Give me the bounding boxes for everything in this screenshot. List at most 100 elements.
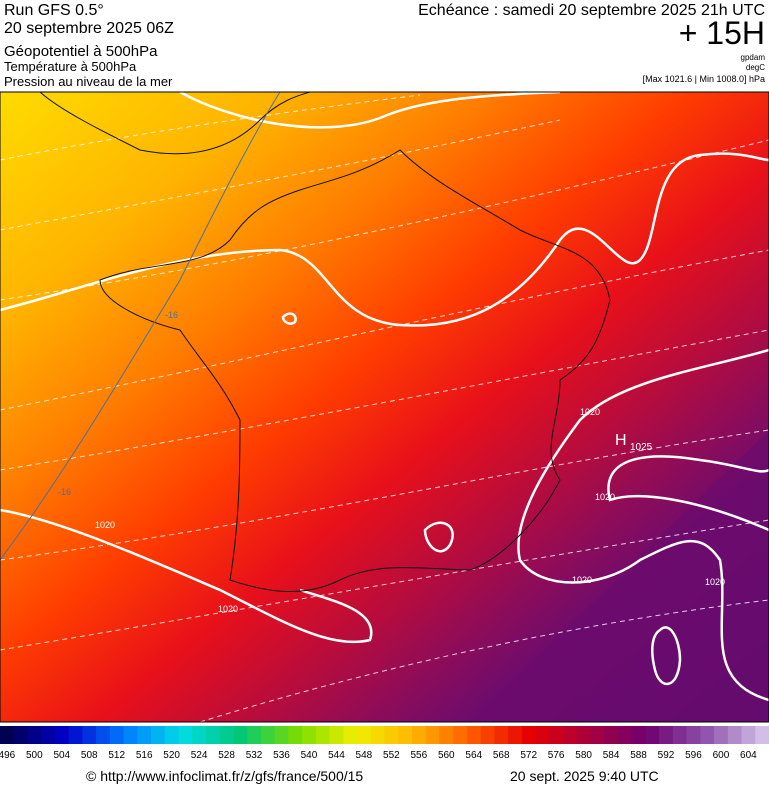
colorbar-swatch [631, 726, 646, 744]
colorbar-label: 548 [356, 750, 373, 761]
lead-time: + 15H [679, 15, 765, 51]
geopotential-lines [0, 94, 769, 722]
footer-date: 20 sept. 2025 9:40 UTC [510, 768, 659, 784]
colorbar-swatch [343, 726, 358, 744]
colorbar-label: 512 [108, 750, 125, 761]
colorbar: 496 500 504 508 512 516 520 524 528 532 536 540 544 5… [0, 726, 769, 761]
coastline [99, 149, 611, 592]
colorbar-swatch [439, 726, 454, 744]
colorbar-swatch [82, 726, 97, 744]
colorbar-swatch [645, 726, 660, 744]
isobars [0, 92, 769, 702]
colorbar-label: 600 [713, 750, 730, 761]
colorbar-swatch [466, 726, 482, 744]
colorbar-label: 552 [383, 750, 400, 761]
colorbar-label: 596 [685, 750, 702, 761]
colorbar-label: 520 [163, 750, 180, 761]
colorbar-swatch [411, 726, 427, 744]
colorbar-swatch [659, 726, 674, 744]
colorbar-swatch [137, 726, 152, 744]
colorbar-swatch [370, 726, 385, 744]
colorbar-swatch [68, 726, 83, 744]
colorbar-swatch [315, 726, 331, 744]
colorbar-swatch [357, 726, 372, 744]
isobar-label: 1020 [218, 604, 238, 614]
colorbar-label: 540 [301, 750, 318, 761]
echeance: Echéance : samedi 20 septembre 2025 21h … [418, 2, 765, 19]
colorbar-swatch [178, 726, 193, 744]
colorbar-swatch [41, 726, 56, 744]
map-frame [0, 91, 769, 723]
colorbar-swatch [247, 726, 262, 744]
colorbar-swatch [205, 726, 221, 744]
colorbar-swatch [604, 726, 619, 744]
colorbar-swatch [686, 726, 701, 744]
colorbar-swatch [219, 726, 234, 744]
colorbar-swatch [672, 726, 688, 744]
colorbar-swatch [329, 726, 344, 744]
colorbar-label: 564 [465, 750, 482, 761]
colorbar-label: 496 [0, 750, 16, 761]
colorbar-swatch [425, 726, 440, 744]
isotherm-label: -16 [165, 310, 178, 320]
pressure-range: [Max 1021.6 | Min 1008.0] hPa [643, 74, 765, 84]
colorbar-label: 528 [218, 750, 235, 761]
isobar-label: 1020 [595, 492, 615, 502]
colorbar-swatch [302, 726, 317, 744]
colorbar-label: 572 [520, 750, 537, 761]
colorbar-label: 500 [26, 750, 43, 761]
colorbar-swatch [727, 726, 743, 744]
colorbar-swatch [549, 726, 564, 744]
isobar-label: 1020 [580, 407, 600, 417]
colorbar-label: 568 [493, 750, 510, 761]
field: Température à 500hPa [4, 59, 137, 74]
colorbar-swatch [508, 726, 523, 744]
colorbar-swatch [494, 726, 509, 744]
colorbar-label: 560 [438, 750, 455, 761]
colorbar-swatch [384, 726, 399, 744]
colorbar-swatch [27, 726, 42, 744]
colorbar-swatch [54, 726, 70, 744]
high-marker: H [615, 432, 627, 449]
unit: degC [746, 63, 765, 72]
colorbar-swatch [123, 726, 138, 744]
colorbar-swatch [260, 726, 276, 744]
colorbar-label: 576 [548, 750, 565, 761]
colorbar-swatch [521, 726, 537, 744]
run: Run GFS 0.5° [4, 2, 104, 19]
field: Géopotentiel à 500hPa [4, 43, 158, 60]
high-value: 1025 [630, 442, 653, 453]
colorbar-swatch [755, 726, 769, 744]
colorbar-swatch [164, 726, 180, 744]
colorbar-label: 604 [740, 750, 757, 761]
colorbar-label: 508 [81, 750, 98, 761]
colorbar-swatch [700, 726, 715, 744]
colorbar-swatch [109, 726, 125, 744]
isotherm [0, 92, 281, 561]
isotherm-label: -16 [58, 487, 71, 497]
colorbar-label: 544 [328, 750, 345, 761]
colorbar-swatch [274, 726, 289, 744]
uk-coast [39, 92, 311, 155]
colorbar-label: 524 [191, 750, 208, 761]
isobar-label: 1020 [572, 575, 592, 585]
colorbar-swatch [288, 726, 303, 744]
run-date: 20 septembre 2025 06Z [4, 20, 174, 37]
colorbar-label: 536 [273, 750, 290, 761]
colorbar-swatch [576, 726, 591, 744]
colorbar-swatch [535, 726, 550, 744]
colorbar-swatch [714, 726, 729, 744]
colorbar-swatch [192, 726, 207, 744]
colorbar-label: 588 [630, 750, 647, 761]
field: Pression au niveau de la mer [4, 74, 173, 89]
colorbar-swatch [0, 726, 15, 744]
colorbar-label: 584 [603, 750, 620, 761]
colorbar-swatch [617, 726, 633, 744]
colorbar-label: 516 [136, 750, 153, 761]
unit: gpdam [741, 53, 766, 62]
colorbar-swatch [563, 726, 578, 744]
colorbar-swatch [398, 726, 413, 744]
isobar-label: 1020 [705, 577, 725, 587]
colorbar-label: 532 [246, 750, 263, 761]
